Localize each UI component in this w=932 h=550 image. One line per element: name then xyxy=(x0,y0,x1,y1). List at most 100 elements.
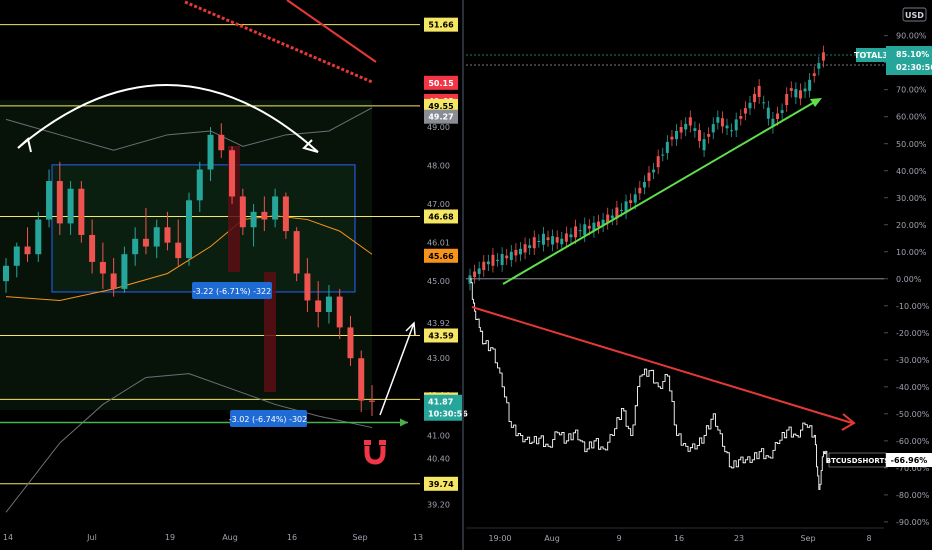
total3-body xyxy=(762,102,766,104)
currency-badge[interactable]: USD xyxy=(902,7,927,22)
red-downtrend-line[interactable] xyxy=(471,306,853,424)
total3-body xyxy=(532,237,536,249)
total3-value-text: 85.10% xyxy=(896,50,929,59)
left-ytick-49.00: 49.00 xyxy=(427,123,450,132)
candle-27 xyxy=(293,227,300,282)
magnet-icon xyxy=(364,440,386,465)
price-badge-45.66 xyxy=(424,248,458,263)
right-ytick-9: 0.00% xyxy=(896,275,922,284)
candle-body xyxy=(358,358,365,401)
candle-body xyxy=(132,238,139,255)
total3-body xyxy=(482,261,486,271)
candle-body xyxy=(261,211,268,220)
candle-31 xyxy=(336,288,343,339)
price-badge-51.66 xyxy=(424,17,458,32)
total3-candle xyxy=(509,245,513,267)
total3-body xyxy=(652,169,656,173)
total3-body xyxy=(546,237,550,241)
total3-body xyxy=(473,271,477,278)
candle-body xyxy=(196,169,203,201)
currency-badge-text: USD xyxy=(905,11,924,20)
left-price-panel[interactable]: -3.22 (-6.71%) -322 -3.02 (-6.74%) -302 … xyxy=(0,0,468,550)
arc-drawing[interactable] xyxy=(17,84,319,153)
measure-label-1[interactable]: -3.22 (-6.71%) -322 xyxy=(192,282,272,299)
total3-body xyxy=(734,119,738,131)
total3-body xyxy=(656,156,660,168)
total3-series-label[interactable]: TOTAL3 xyxy=(854,48,888,62)
total3-candle xyxy=(693,121,697,138)
price-badge-text-50.15: 50.15 xyxy=(428,79,454,88)
total3-candle xyxy=(675,124,679,146)
btcshorts-series-label[interactable]: BTCUSDSHORTS xyxy=(826,452,890,468)
candle-20 xyxy=(218,123,225,158)
total3-body xyxy=(675,130,679,140)
candle-body xyxy=(229,150,236,197)
candle-33 xyxy=(358,350,365,413)
candle-body xyxy=(153,227,160,247)
total3-body xyxy=(716,117,720,123)
candle-2 xyxy=(24,227,31,262)
total3-body xyxy=(615,207,619,219)
candle-body xyxy=(250,211,257,228)
candle-32 xyxy=(347,315,354,366)
candle-body xyxy=(186,200,192,259)
price-badge-43.59 xyxy=(424,328,458,343)
total3-candle xyxy=(592,215,596,238)
candle-16 xyxy=(175,219,182,266)
candle-9 xyxy=(99,242,106,289)
total3-candle xyxy=(785,87,789,112)
total3-body xyxy=(785,94,789,106)
total3-candle xyxy=(702,132,706,157)
total3-candle xyxy=(817,56,821,76)
price-badge-text-49.55: 49.55 xyxy=(428,102,454,111)
left-xtick-1: Jul xyxy=(86,533,97,542)
right-time-axis[interactable]: 19:00 Aug 9 16 23 Sep 8 xyxy=(466,527,884,543)
candle-body xyxy=(304,273,311,301)
right-ytick-14: -50.00% xyxy=(896,410,930,419)
right-ytick-7: 20.00% xyxy=(896,221,927,230)
total3-candle xyxy=(496,253,500,267)
btcshorts-series-label-text: BTCUSDSHORTS xyxy=(826,457,890,465)
red-trendline[interactable] xyxy=(286,0,377,63)
total3-body xyxy=(610,215,614,219)
candle-17 xyxy=(186,192,192,266)
right-percent-axis[interactable]: 90.00%80.00%70.00%60.00%50.00%40.00%30.0… xyxy=(884,32,930,527)
candle-body xyxy=(46,181,53,220)
total3-body xyxy=(606,214,610,223)
total3-candle xyxy=(564,226,568,249)
right-comparison-panel[interactable]: 90.00% 8 0.00% 70.00% 60.00% 50.00% 40.00% 30.0… xyxy=(466,7,932,543)
total3-candle xyxy=(624,194,628,220)
candle-body xyxy=(142,238,149,247)
consolidation-box[interactable] xyxy=(51,164,356,293)
candle-body xyxy=(207,134,214,170)
total3-candle xyxy=(486,254,490,271)
btcshorts-value-badge: -66.96% xyxy=(886,453,932,467)
left-ytick-46.01: 46.01 xyxy=(427,238,450,247)
total3-candle xyxy=(546,230,550,247)
white-arrow-drawing[interactable] xyxy=(379,322,415,416)
total3-body xyxy=(541,233,545,245)
left-xtick-2: 19 xyxy=(165,533,175,542)
green-uptrend-line[interactable] xyxy=(502,99,819,285)
right-xtick-0: 19:00 xyxy=(488,534,511,543)
panel-divider[interactable] xyxy=(462,0,464,550)
arc-arrowhead-right xyxy=(302,139,319,153)
candle-13 xyxy=(142,208,149,255)
total3-body xyxy=(642,181,646,188)
left-xtick-6: 13 xyxy=(413,533,423,542)
candle-body xyxy=(89,234,96,262)
total3-body xyxy=(693,128,697,131)
total3-candle xyxy=(766,100,770,126)
candle-body xyxy=(13,246,20,266)
green-line-arrowhead xyxy=(400,418,408,427)
measure-label-2[interactable]: -3.02 (-6.74%) -302 xyxy=(229,410,307,427)
total3-candle xyxy=(748,96,752,116)
total3-candle xyxy=(647,165,651,188)
total3-body xyxy=(711,124,715,133)
total3-candle xyxy=(697,123,701,148)
white-arrowhead xyxy=(405,321,416,336)
red-dotted-trendline[interactable] xyxy=(184,0,373,84)
candlestick-series xyxy=(3,123,375,416)
left-time-axis[interactable]: 14 Jul 19 Aug 16 Sep 13 xyxy=(0,520,462,550)
total3-body xyxy=(523,244,527,253)
